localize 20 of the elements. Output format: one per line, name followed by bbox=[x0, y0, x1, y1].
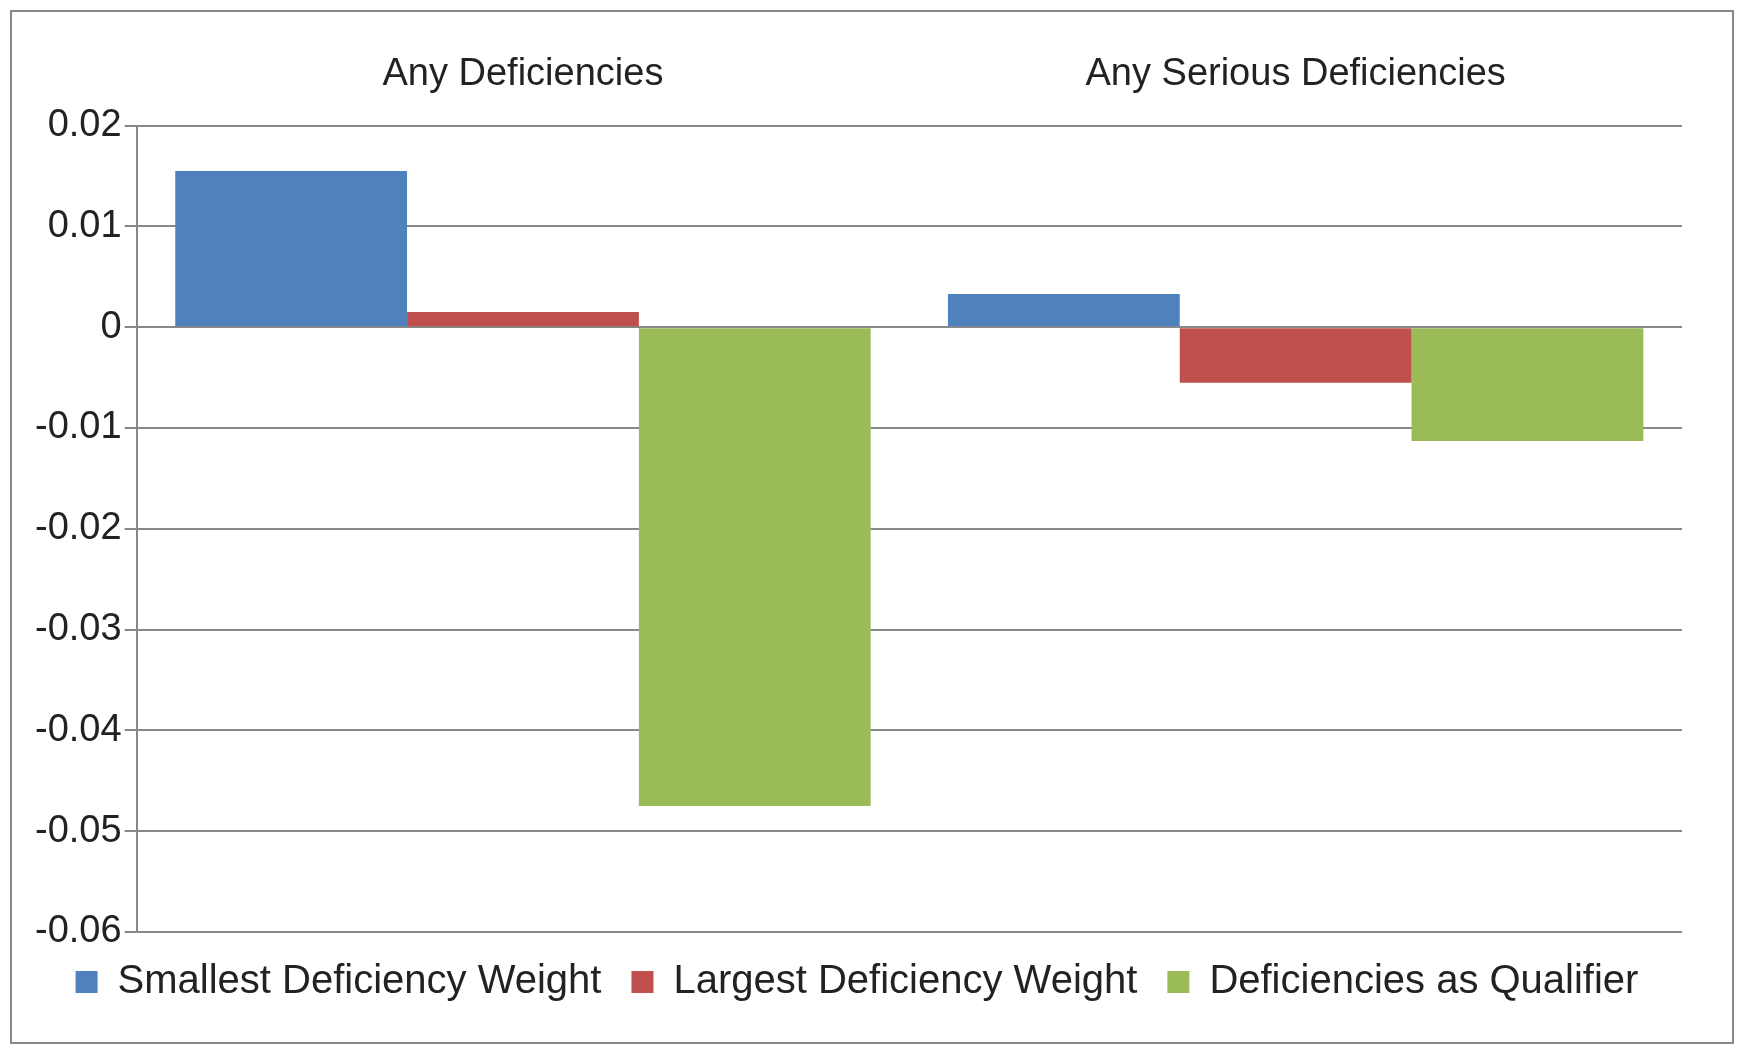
x-tick-label: Any Deficiencies bbox=[382, 51, 664, 94]
y-tick-label: -0.06 bbox=[34, 908, 122, 951]
y-tick-label: -0.03 bbox=[34, 606, 122, 649]
bar bbox=[1411, 328, 1644, 442]
y-tick-label: -0.05 bbox=[34, 807, 122, 850]
bar bbox=[407, 312, 639, 327]
y-tick-label: 0.01 bbox=[47, 202, 122, 245]
bar bbox=[1179, 328, 1412, 383]
y-tick-label: -0.02 bbox=[34, 505, 122, 548]
y-tick-label: 0.02 bbox=[47, 102, 122, 145]
legend-label: Smallest Deficiency Weight bbox=[117, 957, 602, 1002]
legend-label: Largest Deficiency Weight bbox=[673, 957, 1138, 1002]
bar bbox=[175, 170, 408, 327]
y-tick-label: 0 bbox=[100, 303, 122, 346]
x-tick-label: Any Serious Deficiencies bbox=[1085, 51, 1506, 94]
legend-label: Deficiencies as Qualifier bbox=[1209, 957, 1639, 1002]
y-tick-label: -0.04 bbox=[34, 706, 122, 749]
y-tick-label: -0.01 bbox=[34, 404, 122, 447]
bar bbox=[638, 328, 871, 806]
bar bbox=[947, 293, 1180, 327]
